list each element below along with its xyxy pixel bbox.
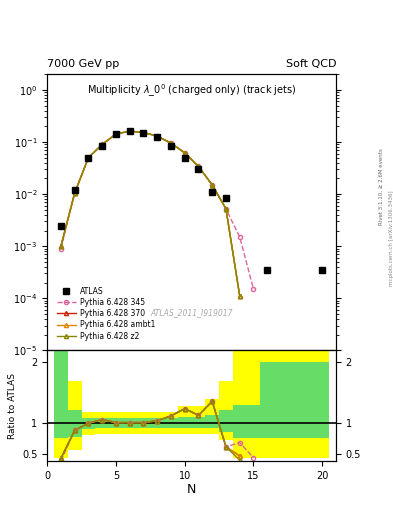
- Text: Rivet 3.1.10, ≥ 2.6M events: Rivet 3.1.10, ≥ 2.6M events: [379, 148, 384, 225]
- Y-axis label: Ratio to ATLAS: Ratio to ATLAS: [7, 373, 17, 439]
- Text: ATLAS_2011_I919017: ATLAS_2011_I919017: [151, 308, 233, 317]
- Text: 7000 GeV pp: 7000 GeV pp: [47, 59, 119, 69]
- Legend: ATLAS, Pythia 6.428 345, Pythia 6.428 370, Pythia 6.428 ambt1, Pythia 6.428 z2: ATLAS, Pythia 6.428 345, Pythia 6.428 37…: [54, 284, 158, 344]
- Text: mcplots.cern.ch [arXiv:1306.3436]: mcplots.cern.ch [arXiv:1306.3436]: [389, 190, 393, 286]
- Text: Multiplicity $\lambda\_0^0$ (charged only) (track jets): Multiplicity $\lambda\_0^0$ (charged onl…: [87, 82, 296, 99]
- Text: Soft QCD: Soft QCD: [286, 59, 336, 69]
- X-axis label: N: N: [187, 483, 196, 496]
